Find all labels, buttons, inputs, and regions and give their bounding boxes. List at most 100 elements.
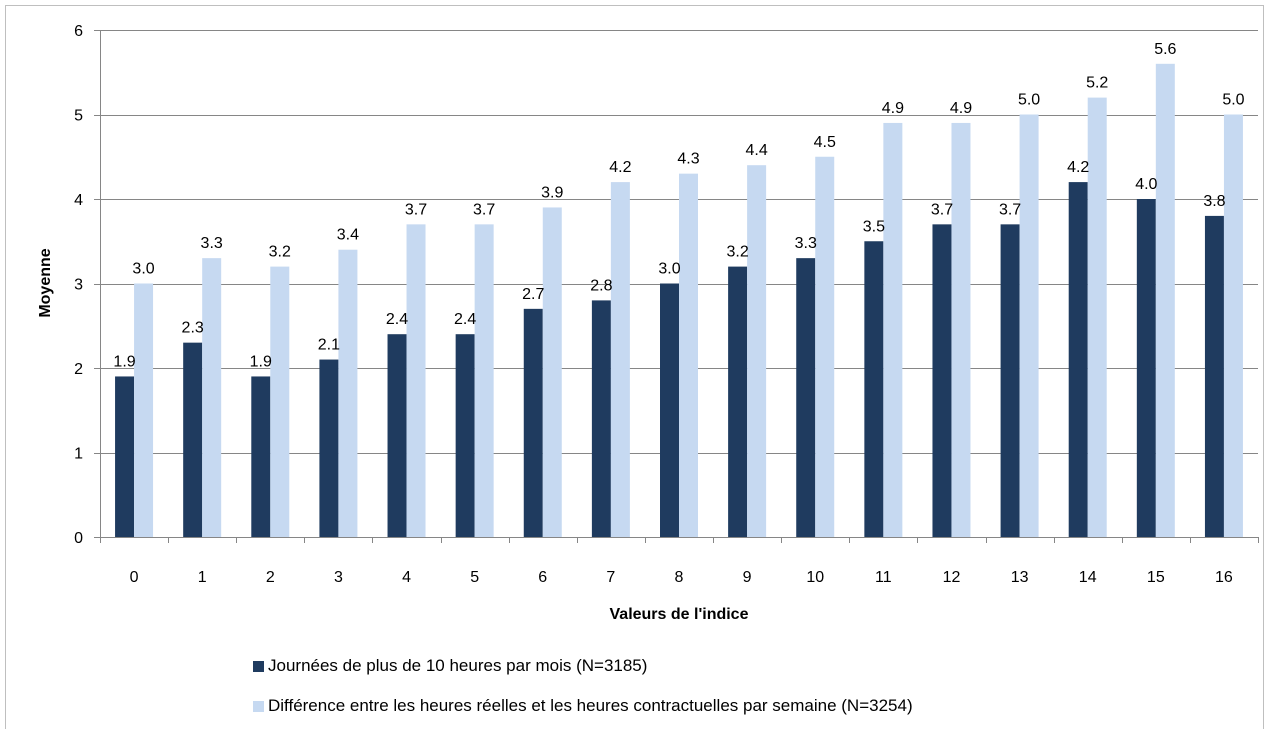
x-tick-label: 16 — [1215, 569, 1233, 586]
x-tick-label: 4 — [402, 569, 411, 586]
data-label-series-2: 3.0 — [132, 261, 154, 278]
data-label-series-2: 4.4 — [745, 142, 767, 159]
bar-series-2 — [134, 283, 154, 537]
data-label-series-2: 3.4 — [337, 227, 359, 244]
bar-series-1 — [796, 258, 816, 537]
x-tick-label: 2 — [266, 569, 275, 586]
data-label-series-1: 4.0 — [1135, 176, 1157, 193]
x-axis-title: Valeurs de l'indice — [610, 606, 749, 623]
data-label-series-2: 4.9 — [882, 100, 904, 117]
legend-item-series-2: Différence entre les heures réelles et l… — [253, 695, 913, 717]
x-tick-label: 7 — [606, 569, 615, 586]
bar-series-2 — [338, 249, 358, 537]
data-label-series-2: 4.2 — [609, 159, 631, 176]
data-labels: 1.9 2.3 1.9 2.1 2.4 2.4 2.7 2.8 3.0 3.2 3.3 3.5 3.7 3… — [113, 41, 1244, 371]
data-label-series-1: 2.4 — [386, 311, 408, 328]
legend-swatch-series-2 — [253, 700, 264, 712]
data-label-series-2: 5.0 — [1222, 92, 1244, 109]
data-label-series-2: 4.9 — [950, 100, 972, 117]
bar-series-1 — [728, 266, 748, 537]
bar-series-1 — [660, 283, 679, 537]
bar-series-1 — [1000, 224, 1020, 537]
legend-item-series-1: Journées de plus de 10 heures par mois (… — [253, 655, 647, 677]
data-label-series-1: 2.7 — [522, 286, 544, 303]
bar-series-1 — [455, 334, 475, 537]
bar-series-2 — [679, 173, 698, 537]
data-label-series-2: 4.5 — [814, 134, 836, 151]
bar-series-1 — [1136, 199, 1156, 537]
y-tick-label: 4 — [74, 192, 83, 209]
x-tick-label: 11 — [875, 569, 892, 586]
y-tick-label: 1 — [74, 446, 83, 463]
data-label-series-1: 1.9 — [113, 353, 135, 370]
data-label-series-1: 3.0 — [658, 261, 680, 278]
data-label-series-2: 3.7 — [405, 201, 427, 218]
y-axis-title: Moyenne — [37, 248, 54, 317]
data-label-series-1: 2.8 — [590, 277, 612, 294]
bar-series-1 — [387, 334, 407, 537]
legend-label-series-1: Journées de plus de 10 heures par mois (… — [268, 656, 648, 675]
data-label-series-1: 2.3 — [182, 320, 204, 337]
x-tick-label: 5 — [470, 569, 479, 586]
x-tick-label: 1 — [198, 569, 207, 586]
data-label-series-2: 5.2 — [1086, 75, 1108, 92]
data-label-series-1: 2.4 — [454, 311, 476, 328]
x-tick-label: 3 — [334, 569, 343, 586]
data-label-series-1: 3.7 — [931, 201, 953, 218]
data-label-series-2: 5.6 — [1154, 41, 1176, 58]
data-label-series-1: 3.3 — [795, 235, 817, 252]
y-tick-label: 2 — [74, 361, 83, 378]
data-label-series-1: 1.9 — [250, 353, 272, 370]
bar-series-2 — [270, 266, 290, 537]
x-tick-label: 9 — [743, 569, 752, 586]
bar-series-1 — [115, 376, 135, 537]
bar-series-2 — [474, 224, 494, 537]
legend-swatch-series-1 — [253, 660, 264, 672]
bar-series-2 — [406, 224, 426, 537]
y-tick-label: 6 — [74, 23, 83, 40]
x-tick-label: 6 — [538, 569, 547, 586]
y-tick-label: 0 — [74, 530, 83, 547]
bar-series-2 — [1223, 114, 1243, 537]
data-label-series-2: 3.3 — [201, 235, 223, 252]
legend-label-series-2: Différence entre les heures réelles et l… — [268, 696, 913, 715]
bar-series-2 — [1087, 97, 1107, 537]
data-label-series-2: 4.3 — [677, 151, 699, 168]
y-tick-label: 3 — [74, 277, 83, 294]
x-tick-label: 12 — [943, 569, 961, 586]
y-tick-label: 5 — [74, 108, 83, 125]
data-label-series-1: 3.5 — [863, 218, 885, 235]
x-tick-label: 15 — [1147, 569, 1165, 586]
x-tick-label: 8 — [675, 569, 684, 586]
data-label-series-2: 3.9 — [541, 184, 563, 201]
bar-series-2 — [951, 122, 971, 537]
bar-series-1 — [932, 224, 952, 537]
bar-series-2 — [202, 258, 222, 537]
bar-series-2 — [542, 207, 562, 537]
data-label-series-1: 2.1 — [318, 337, 340, 354]
data-label-series-2: 5.0 — [1018, 92, 1040, 109]
data-label-series-1: 3.8 — [1203, 193, 1225, 210]
bar-series-2 — [815, 156, 835, 537]
bar-series-1 — [523, 308, 543, 537]
data-label-series-1: 3.7 — [999, 201, 1021, 218]
bar-series-1 — [183, 342, 203, 537]
bars — [115, 63, 1243, 538]
bar-series-2 — [1155, 63, 1175, 538]
bar-series-2 — [747, 165, 767, 537]
bar-series-2 — [883, 122, 903, 537]
bar-series-1 — [591, 300, 611, 537]
data-label-series-2: 3.2 — [269, 244, 291, 261]
bar-series-1 — [1204, 215, 1224, 537]
bar-series-1 — [251, 376, 271, 537]
bar-series-1 — [319, 359, 339, 537]
x-tick-label: 13 — [1011, 569, 1029, 586]
data-label-series-1: 3.2 — [726, 244, 748, 261]
x-tick-label: 0 — [130, 569, 139, 586]
x-tick-label: 10 — [806, 569, 824, 586]
bar-series-2 — [610, 182, 630, 537]
data-label-series-2: 3.7 — [473, 201, 495, 218]
